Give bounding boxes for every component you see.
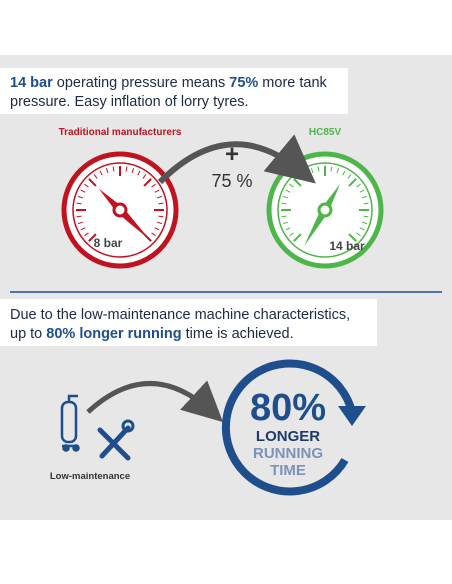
gauge-tick [363, 202, 369, 205]
gauge-tick [359, 189, 365, 193]
gauge-tick [293, 233, 302, 242]
gauge-tick [80, 189, 86, 193]
gauge-tick [142, 174, 147, 179]
headline-text: time is achieved. [182, 326, 294, 342]
gauge-tick [125, 166, 128, 172]
plus-sign: + [225, 141, 239, 168]
gauge-tick [289, 232, 294, 237]
gauge-tick [151, 232, 156, 237]
gauge-tick [289, 183, 294, 188]
gauge-reading: 14 bar [329, 239, 365, 253]
gauge-tick [77, 195, 84, 199]
gauge-left [61, 151, 179, 269]
gauge-tick [361, 195, 368, 199]
headline-bold: 75% [229, 75, 258, 91]
gauge-tick [151, 183, 156, 188]
badge-text: TIME [270, 462, 306, 479]
gauge-tick [361, 221, 368, 225]
gauge-tick [330, 166, 333, 172]
badge-arrowhead [338, 406, 366, 426]
compressor-icon [60, 394, 80, 452]
headline-box [0, 299, 377, 346]
gauge-tick [356, 183, 361, 188]
gauge-tick [363, 215, 369, 218]
headline-text: more tank [258, 75, 327, 91]
gauge-tick [282, 195, 289, 199]
gauge-tick [317, 166, 320, 172]
gauge-tick [143, 178, 152, 187]
headline-text: Due to the low-maintenance machine chara… [10, 307, 350, 323]
gauge-tick [347, 174, 352, 179]
gauge-tick [76, 215, 82, 218]
headline: 14 bar operating pressure means 75% more… [10, 75, 328, 91]
gauge-tick [154, 189, 160, 193]
gauge-tick [348, 233, 357, 242]
gauge-tick [285, 189, 291, 193]
gauge-label: HC85V [309, 127, 342, 138]
gauge-tick [112, 166, 115, 172]
badge-percent: 80% [250, 387, 326, 429]
headline-bold: 14 bar [10, 75, 53, 91]
gauge-tick [131, 167, 135, 174]
icon-label: Low-maintenance [50, 471, 130, 482]
increase-text: 75 % [211, 171, 252, 191]
gauge-tick [84, 232, 89, 237]
gauge-tick [77, 221, 84, 225]
gauge-tick [137, 170, 141, 176]
gauge-tick [158, 202, 164, 205]
gauge-tick [281, 202, 287, 205]
badge-ring [221, 359, 356, 496]
headline-text: operating pressure means [53, 75, 230, 91]
gauge-label: Traditional manufacturers [59, 127, 182, 138]
gauge-tick [88, 178, 97, 187]
headline-box [0, 68, 348, 114]
badge-text: LONGER [256, 428, 320, 445]
gauge-tick [156, 195, 163, 199]
gauge-tick [80, 227, 86, 231]
gauge-tick [93, 174, 98, 179]
headline-text: up to [10, 326, 46, 342]
badge-text: RUNNING [253, 445, 323, 462]
headline-text: pressure. Easy inflation of lorry tyres. [10, 94, 249, 110]
gauge-reading: 8 bar [94, 236, 123, 250]
gauge-tick [154, 227, 160, 231]
headline: up to 80% longer running time is achieve… [10, 326, 294, 342]
gauge-tick [359, 227, 365, 231]
gauge-tick [156, 221, 163, 225]
gauge-tick [281, 215, 287, 218]
gauge-tick [282, 221, 289, 225]
gauge-tick [88, 233, 97, 242]
gauge-tick [105, 167, 109, 174]
gauge-tick [356, 232, 361, 237]
gauge-hub [112, 202, 128, 218]
gauge-tick [342, 170, 346, 176]
gauge-inner-ring [72, 162, 168, 258]
gauge-tick [99, 170, 103, 176]
gauge-tick [158, 215, 164, 218]
tools-icon [97, 419, 135, 461]
headline-bold: 80% longer running [46, 326, 181, 342]
gauge-tick [348, 178, 357, 187]
gauge-hub [317, 202, 333, 218]
gauge-tick [285, 227, 291, 231]
gauge-tick [336, 167, 340, 174]
gauge-tick [84, 183, 89, 188]
gauge-inner-ring [277, 162, 373, 258]
arrow [86, 380, 224, 423]
arrow [157, 134, 316, 185]
gauge-tick [76, 202, 82, 205]
